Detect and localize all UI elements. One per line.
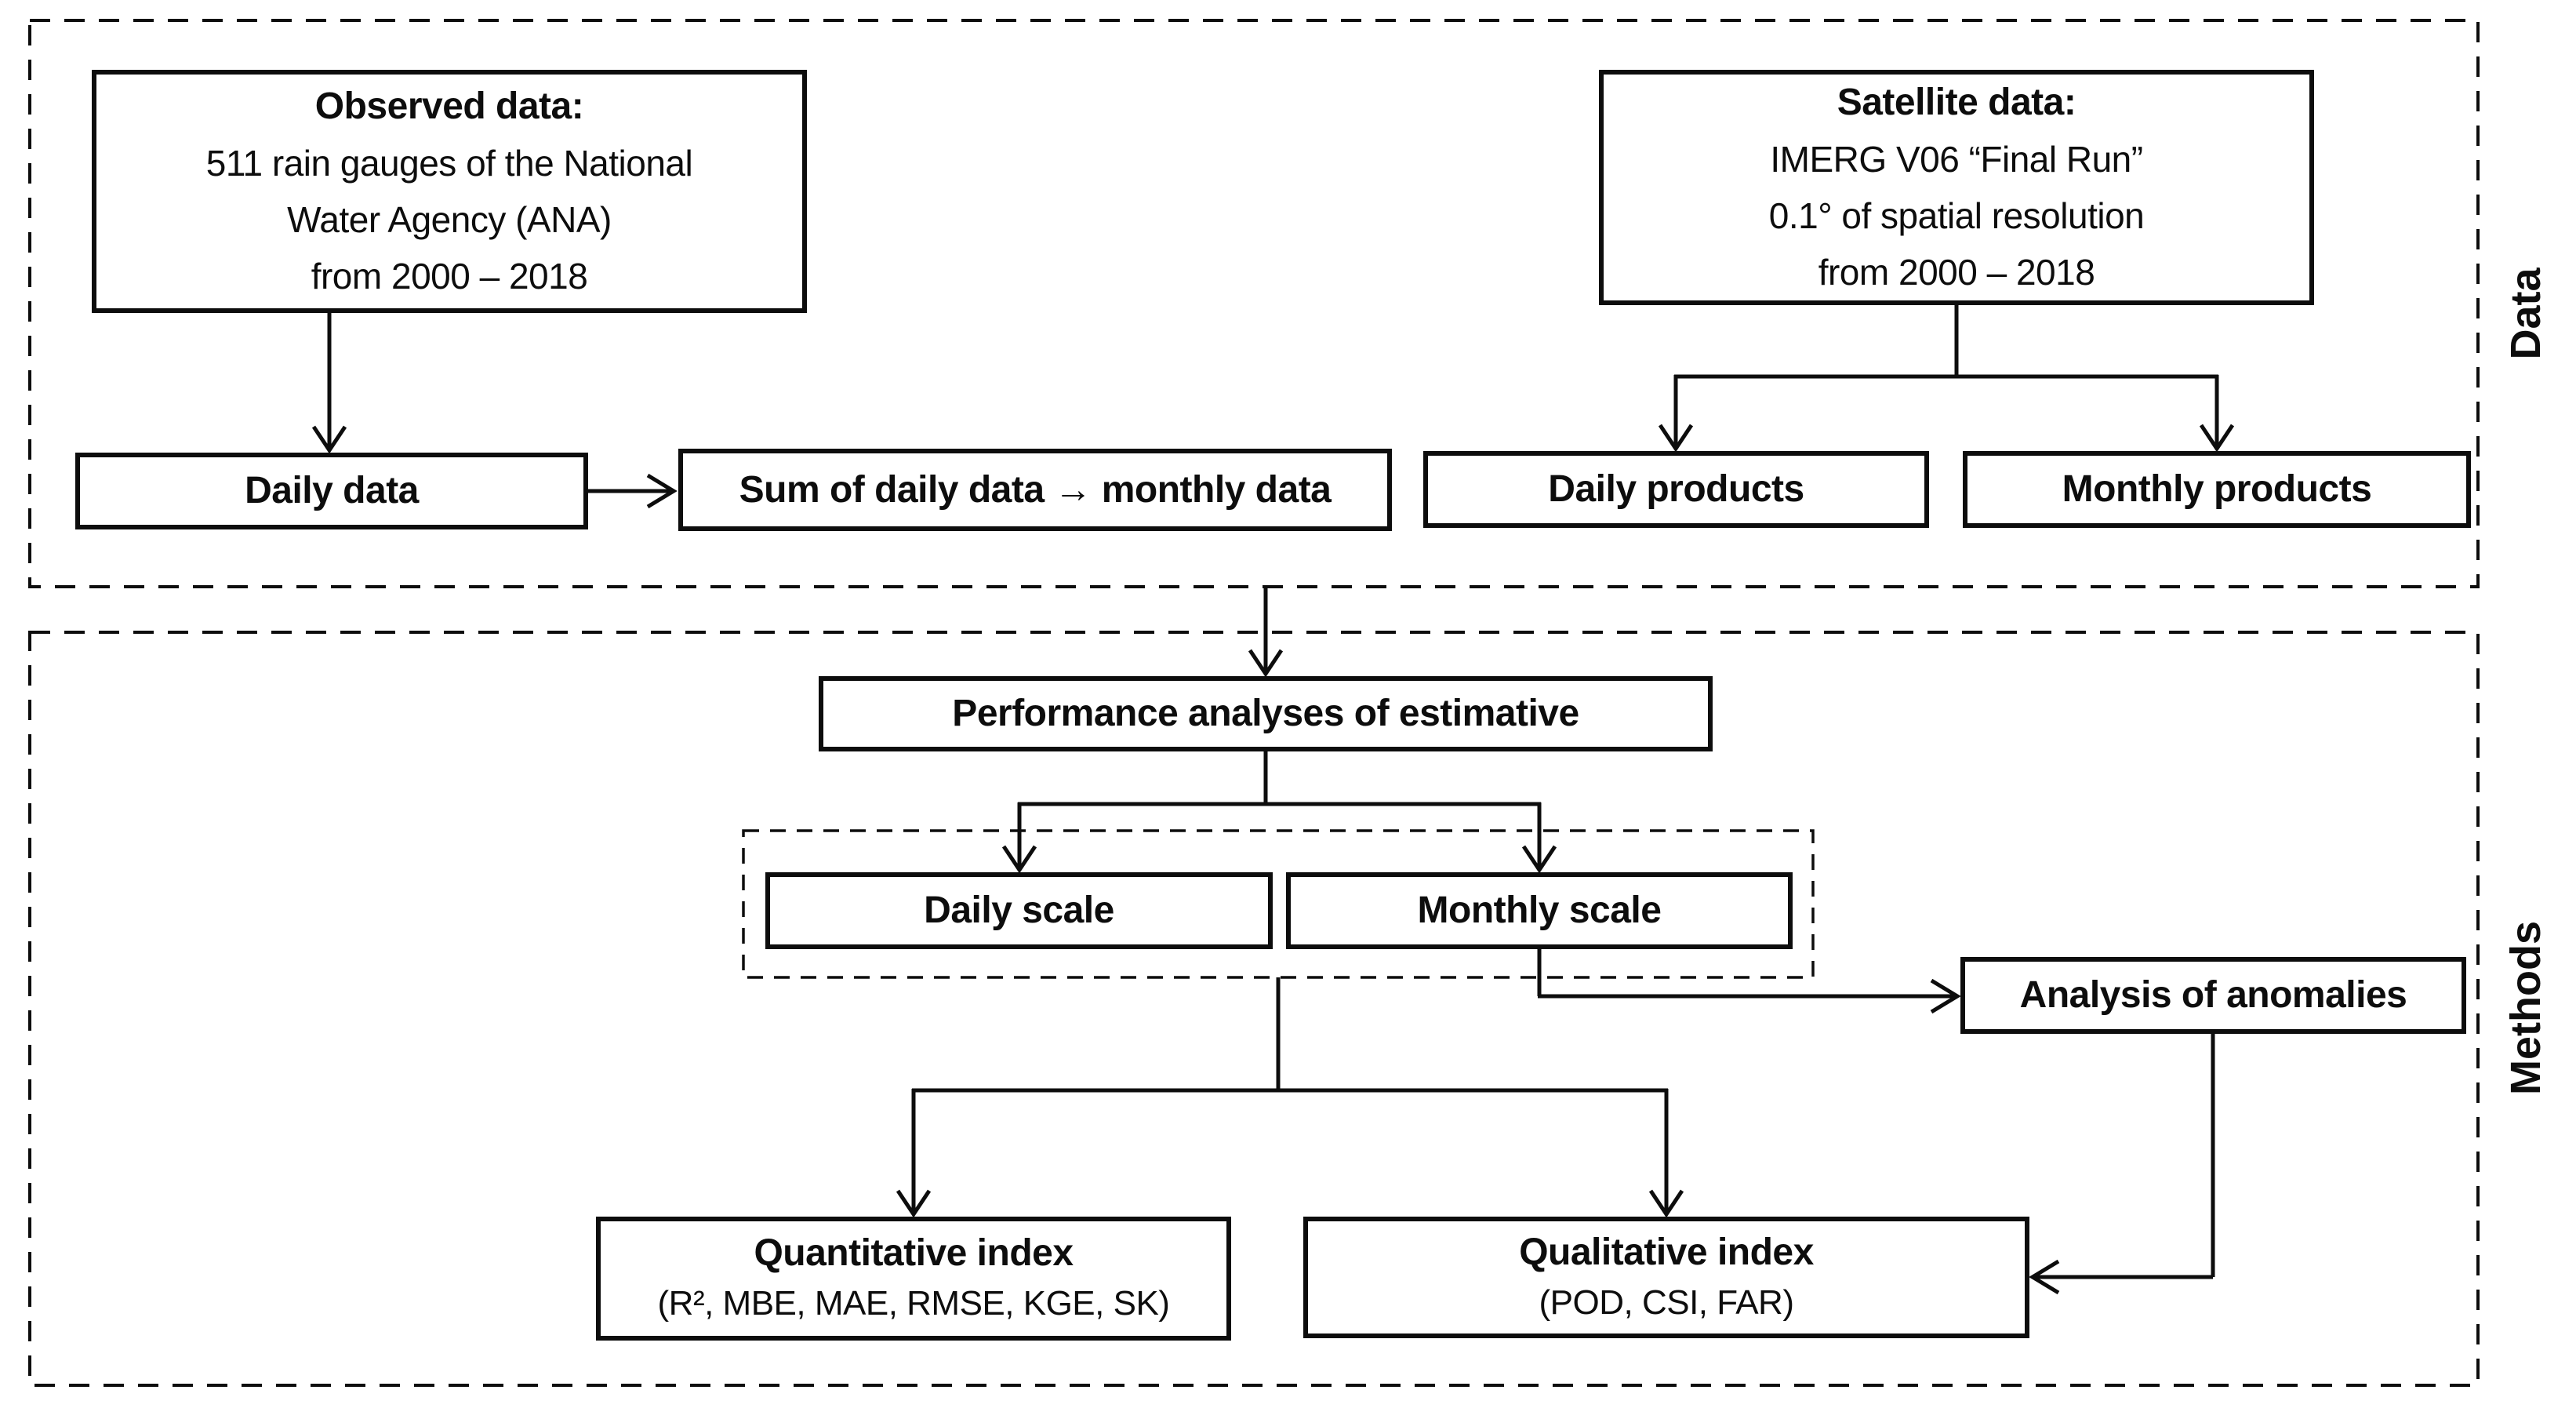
methods-section-frame	[28, 631, 2480, 1387]
monthly-scale-box: Monthly scale	[1286, 872, 1793, 949]
arrow-data-to-performance	[1248, 587, 1284, 678]
analysis-of-anomalies-box: Analysis of anomalies	[1960, 957, 2466, 1034]
connector-satellite-split	[1658, 305, 2235, 453]
performance-analyses-box: Performance analyses of estimative	[819, 676, 1713, 751]
connector-performance-split	[1001, 751, 1557, 874]
scale-group-frame	[742, 829, 1815, 979]
monthly-products-box: Monthly products	[1963, 451, 2471, 528]
data-section-frame	[28, 19, 2480, 588]
data-section-label: Data	[2502, 267, 2549, 360]
daily-products-box: Daily products	[1423, 451, 1929, 528]
arrow-daily-data-to-sum	[588, 473, 678, 509]
daily-data-box: Daily data	[75, 453, 588, 529]
methods-section-label: Methods	[2502, 921, 2549, 1095]
quantitative-index-box: Quantitative index (R², MBE, MAE, RMSE, …	[596, 1217, 1231, 1341]
daily-scale-box: Daily scale	[765, 872, 1273, 949]
sum-daily-to-monthly-box: Sum of daily data → monthly data	[678, 449, 1392, 531]
arrow-monthly-scale-to-anomalies	[1537, 949, 1961, 1014]
arrow-anomalies-to-qualitative	[2029, 1034, 2215, 1295]
qualitative-index-box: Qualitative index (POD, CSI, FAR)	[1303, 1217, 2029, 1338]
satellite-data-title: Satellite data:	[1837, 82, 2076, 123]
observed-data-box: Observed data: 511 rain gauges of the Na…	[92, 70, 807, 313]
connector-scales-split	[896, 977, 1684, 1218]
satellite-data-box: Satellite data: IMERG V06 “Final Run” 0.…	[1599, 70, 2314, 305]
arrow-observed-to-daily-data	[311, 313, 347, 454]
observed-data-title: Observed data:	[314, 86, 584, 127]
